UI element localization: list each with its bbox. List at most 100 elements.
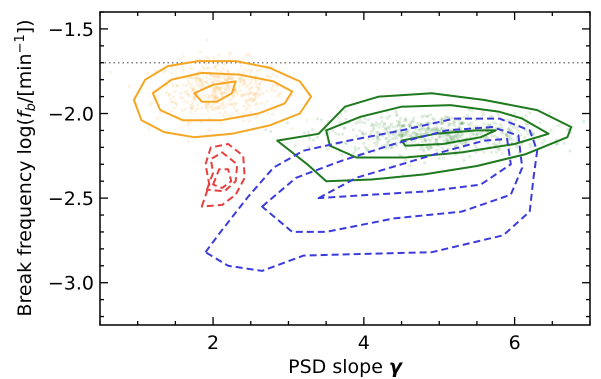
scatter-point (374, 123, 378, 127)
scatter-point (450, 116, 454, 120)
scatter-point (423, 138, 427, 142)
contour-line (276, 92, 573, 183)
scatter-point (455, 143, 459, 147)
scatter-point (242, 104, 246, 108)
x-axis-label-symbol: γ (389, 356, 404, 378)
scatter-point (485, 135, 489, 139)
scatter-point (199, 120, 203, 124)
scatter-point (199, 69, 203, 73)
scatter-point (319, 118, 324, 122)
scatter-point (415, 132, 419, 136)
scatter-point (451, 135, 455, 139)
scatter-point (411, 131, 415, 135)
scatter-point (505, 135, 509, 139)
scatter-point (211, 90, 215, 94)
scatter-point (230, 75, 234, 79)
scatter-point (432, 126, 436, 130)
scatter-point (190, 99, 194, 103)
scatter-point (529, 145, 533, 149)
scatter-point (446, 133, 450, 137)
scatter-point (255, 115, 259, 119)
scatter-point (417, 128, 421, 132)
scatter-point (404, 158, 408, 162)
scatter-point (210, 80, 214, 85)
scatter-point (181, 55, 185, 59)
scatter-point (212, 85, 216, 89)
scatter-point (386, 126, 390, 130)
scatter-point (479, 137, 483, 141)
scatter-point (197, 82, 201, 86)
scatter-point (239, 64, 243, 69)
scatter-point (428, 113, 432, 117)
scatter-point (562, 141, 567, 145)
scatter-point (409, 134, 413, 139)
scatter-point (419, 131, 423, 135)
scatter-point (466, 114, 470, 118)
scatter-point (531, 131, 536, 136)
scatter-point (416, 122, 420, 126)
scatter-point (168, 97, 173, 101)
scatter-point (241, 119, 245, 123)
scatter-point (265, 111, 269, 115)
scatter-point (371, 128, 375, 132)
scatter-point (276, 94, 280, 98)
scatter-point (148, 103, 152, 107)
y-axis-label-sup: −1 (13, 34, 28, 53)
scatter-point (307, 137, 312, 141)
scatter-point (429, 145, 433, 149)
scatter-point (261, 91, 265, 96)
scatter-point (205, 81, 209, 85)
scatter-point (403, 133, 407, 137)
scatter-point (425, 145, 429, 149)
scatter-point (440, 121, 444, 125)
scatter-point (351, 128, 355, 132)
plot-frame (99, 11, 591, 326)
scatter-point (241, 83, 245, 87)
scatter-point (358, 129, 362, 133)
scatter-point (198, 77, 202, 81)
scatter-point (343, 126, 347, 130)
scatter-point (216, 89, 220, 93)
scatter-point (448, 122, 452, 126)
scatter-point (253, 97, 257, 101)
scatter-point (344, 117, 348, 121)
tick-layer: 2 4 6 −3.0 −2.5 −2.0 −1.5 (48, 11, 591, 354)
scatter-point (233, 88, 237, 92)
scatter-point (192, 86, 196, 91)
scatter-point (203, 80, 207, 84)
scatter-point (302, 131, 307, 135)
scatter-point (205, 105, 209, 109)
scatter-point (215, 74, 219, 78)
x-tick-label: 6 (509, 332, 521, 354)
scatter-point (494, 122, 498, 126)
scatter-point (439, 126, 443, 131)
scatter-point (207, 102, 211, 106)
scatter-point (399, 136, 403, 140)
scatter-point (146, 71, 150, 76)
scatter-point (428, 139, 433, 143)
scatter-point (158, 111, 162, 115)
scatter-point (249, 97, 253, 101)
scatter-point (353, 145, 357, 149)
scatter-point (400, 124, 404, 128)
scatter-point (390, 137, 394, 141)
scatter-point (440, 120, 445, 124)
y-tick-label: −3.0 (48, 273, 94, 295)
scatter-point (273, 107, 277, 111)
scatter-point (213, 93, 218, 97)
scatter-point (337, 132, 341, 136)
scatter-point (473, 144, 477, 148)
scatter-point (336, 116, 341, 120)
scatter-point (438, 133, 442, 137)
scatter-point (195, 80, 199, 84)
scatter-point (249, 68, 253, 73)
scatter-point (401, 133, 405, 137)
scatter-point (209, 73, 213, 77)
scatter-point (215, 63, 219, 67)
scatter-point (227, 76, 231, 80)
scatter-point (191, 104, 195, 109)
scatter-point (226, 113, 230, 117)
scatter-point (271, 83, 275, 87)
x-axis-title: PSD slope γ (288, 356, 404, 378)
